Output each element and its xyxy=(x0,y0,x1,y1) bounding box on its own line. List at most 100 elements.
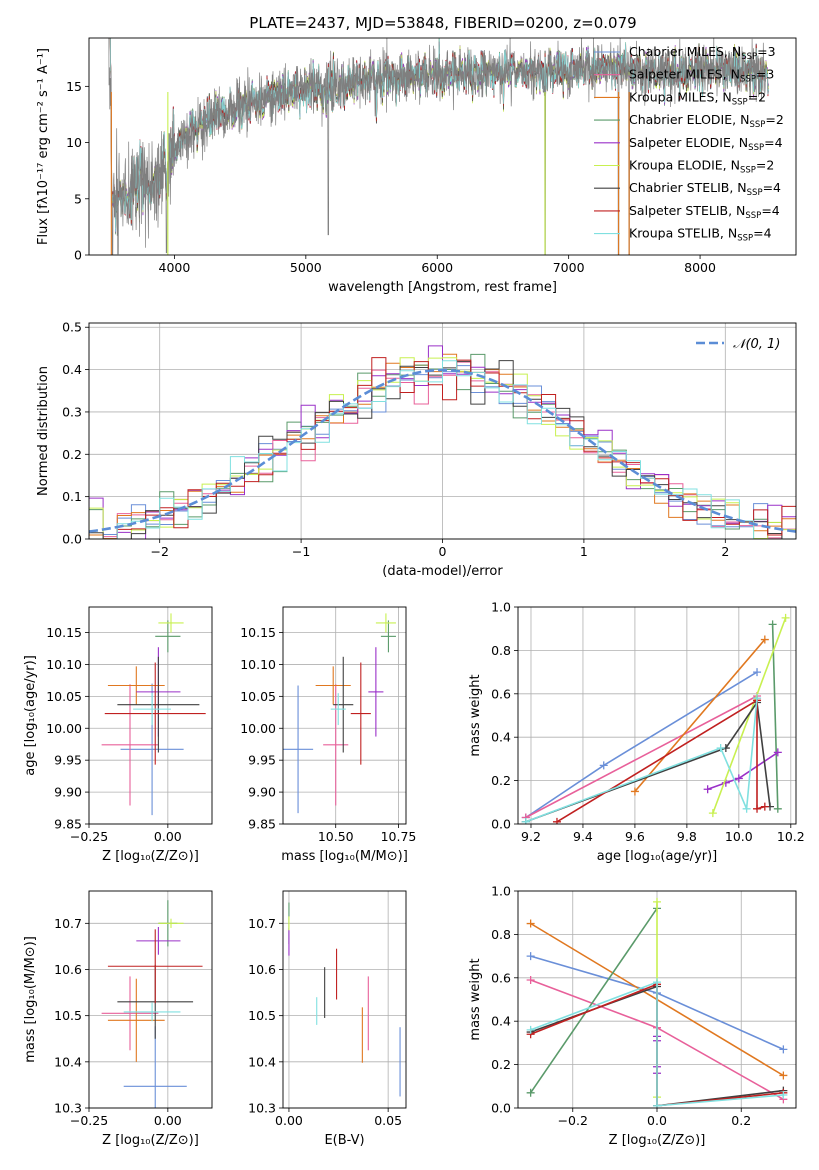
y-axis-label: age [log₁₀(age/yr)] xyxy=(23,655,38,776)
y-tick-label: 0 xyxy=(74,248,82,263)
errorbar-point xyxy=(330,693,346,726)
legend: Chabrier MILES, NSSP=3 Salpeter MILES, NS… xyxy=(594,44,784,244)
y-tick-label: 1.0 xyxy=(491,884,511,899)
weight-line xyxy=(525,694,758,819)
ticks: −2 −1 0 1 2 0.0 0.1 0.2 0.3 0.4 0.5 xyxy=(62,320,729,559)
weight-marker xyxy=(521,817,530,824)
weight-marker xyxy=(773,748,782,757)
y-tick-label: 10.00 xyxy=(240,721,276,736)
gaussian-curve xyxy=(89,368,796,533)
y-tick-label: 10.15 xyxy=(46,625,82,640)
histogram-kroupa-stelib xyxy=(89,360,796,539)
weight-marker xyxy=(526,952,535,961)
plot-area xyxy=(521,613,790,824)
x-tick-label: 9.6 xyxy=(625,829,645,844)
plot-area xyxy=(89,345,796,539)
axes-mass-vs-Z: −0.25 0.00 10.3 10.4 10.5 10.6 10.7 Z [log₁₀(Z/… xyxy=(23,890,213,1148)
errorbar-point xyxy=(107,929,203,1004)
legend-label: Salpeter ELODIE, NSSP=4 xyxy=(629,135,783,153)
weight-marker xyxy=(653,897,661,906)
legend-label: Kroupa MILES, NSSP=2 xyxy=(629,89,766,107)
errorbar-point xyxy=(123,1002,181,1022)
y-tick-label: 10.5 xyxy=(248,1008,276,1023)
errorbar-point xyxy=(323,684,349,806)
x-tick-label: 0.05 xyxy=(374,1113,402,1128)
y-tick-label: 0.5 xyxy=(62,320,82,335)
errorbar-point xyxy=(101,976,159,1051)
y-tick-label: 0.4 xyxy=(491,1014,511,1029)
legend-label: Salpeter MILES, NSSP=3 xyxy=(629,67,774,85)
weight-line xyxy=(712,617,787,814)
y-tick-label: 10.4 xyxy=(248,1054,276,1069)
weight-line xyxy=(530,980,784,1107)
weight-marker xyxy=(526,975,535,984)
y-tick-label: 10.05 xyxy=(46,689,82,704)
weight-marker xyxy=(630,787,639,796)
axes-frame xyxy=(517,606,797,825)
ticks: −0.25 0.00 10.3 10.4 10.5 10.6 10.7 xyxy=(54,916,182,1128)
y-tick-label: 10 xyxy=(66,135,82,150)
weight-marker xyxy=(742,804,751,813)
errorbar-point xyxy=(107,666,165,705)
axes-spectrum: 4000 5000 6000 7000 8000 0 5 10 15 wavelength [An… xyxy=(36,37,797,295)
weight-marker xyxy=(779,1071,788,1080)
weight-marker xyxy=(526,1025,535,1034)
x-tick-label: 7000 xyxy=(553,260,585,275)
x-tick-label: 0.00 xyxy=(275,1113,303,1128)
y-tick-label: 9.95 xyxy=(248,753,276,768)
y-tick-label: 0.4 xyxy=(491,730,511,745)
y-tick-label: 0.6 xyxy=(491,970,511,985)
weight-marker xyxy=(753,804,762,813)
weight-marker xyxy=(773,804,782,813)
grid xyxy=(518,606,796,825)
errorbar-point xyxy=(104,662,206,765)
errorbar-point xyxy=(158,613,184,633)
x-axis-label: Z [log₁₀(Z/Z⊙)] xyxy=(102,849,199,864)
y-tick-label: 10.3 xyxy=(248,1101,276,1116)
y-tick-label: 10.5 xyxy=(54,1008,82,1023)
weight-marker xyxy=(779,1090,788,1099)
x-tick-label: 8000 xyxy=(684,260,716,275)
weight-line xyxy=(529,907,658,1094)
plot-area xyxy=(283,613,396,814)
weight-marker xyxy=(708,809,717,818)
axes-age-vs-Z: −0.25 0.00 9.85 9.90 9.95 10.00 10.05 10.10 10.1… xyxy=(23,606,213,864)
weight-line xyxy=(707,751,779,791)
legend-label: Chabrier MILES, NSSP=3 xyxy=(629,44,776,62)
weight-line xyxy=(634,638,766,793)
weight-marker xyxy=(653,1101,661,1108)
errorbar-point xyxy=(380,620,396,653)
legend-label: Chabrier ELODIE, NSSP=2 xyxy=(629,112,784,130)
y-axis-label: mass weight xyxy=(468,958,483,1040)
axes-frame xyxy=(282,606,407,825)
errorbar-point xyxy=(136,927,181,955)
weight-line xyxy=(556,698,766,823)
legend-label: Chabrier STELIB, NSSP=4 xyxy=(629,180,781,198)
legend: 𝒩(0, 1) xyxy=(696,337,780,352)
weight-marker xyxy=(703,785,712,794)
errorbar-point xyxy=(333,656,354,753)
x-tick-label: −2 xyxy=(150,544,168,559)
x-tick-label: 10.75 xyxy=(381,829,417,844)
ticks: −0.2 0.0 0.2 0.0 0.2 0.4 0.6 0.8 1.0 xyxy=(491,884,751,1129)
weight-marker xyxy=(779,1045,788,1054)
plot-area xyxy=(526,897,788,1108)
y-tick-label: 0.2 xyxy=(62,447,82,462)
weight-marker xyxy=(526,919,535,928)
x-tick-label: 9.8 xyxy=(677,829,697,844)
y-tick-label: 0.6 xyxy=(491,686,511,701)
y-axis-label: mass weight xyxy=(468,674,483,756)
axes-frame xyxy=(282,890,407,1109)
errorbar-point xyxy=(375,613,396,633)
figure-title: PLATE=2437, MJD=53848, FIBERID=0200, z=0… xyxy=(249,14,636,32)
weight-marker xyxy=(599,761,608,770)
x-tick-label: 1 xyxy=(580,544,588,559)
y-tick-label: 9.95 xyxy=(54,753,82,768)
axes-frame xyxy=(88,606,213,825)
weight-marker xyxy=(526,1088,535,1097)
x-axis-label: E(B-V) xyxy=(324,1133,364,1148)
y-tick-label: 0.0 xyxy=(491,817,511,832)
axes-frame xyxy=(88,322,797,540)
y-tick-label: 0.2 xyxy=(491,773,511,788)
y-tick-label: 5 xyxy=(74,191,82,206)
